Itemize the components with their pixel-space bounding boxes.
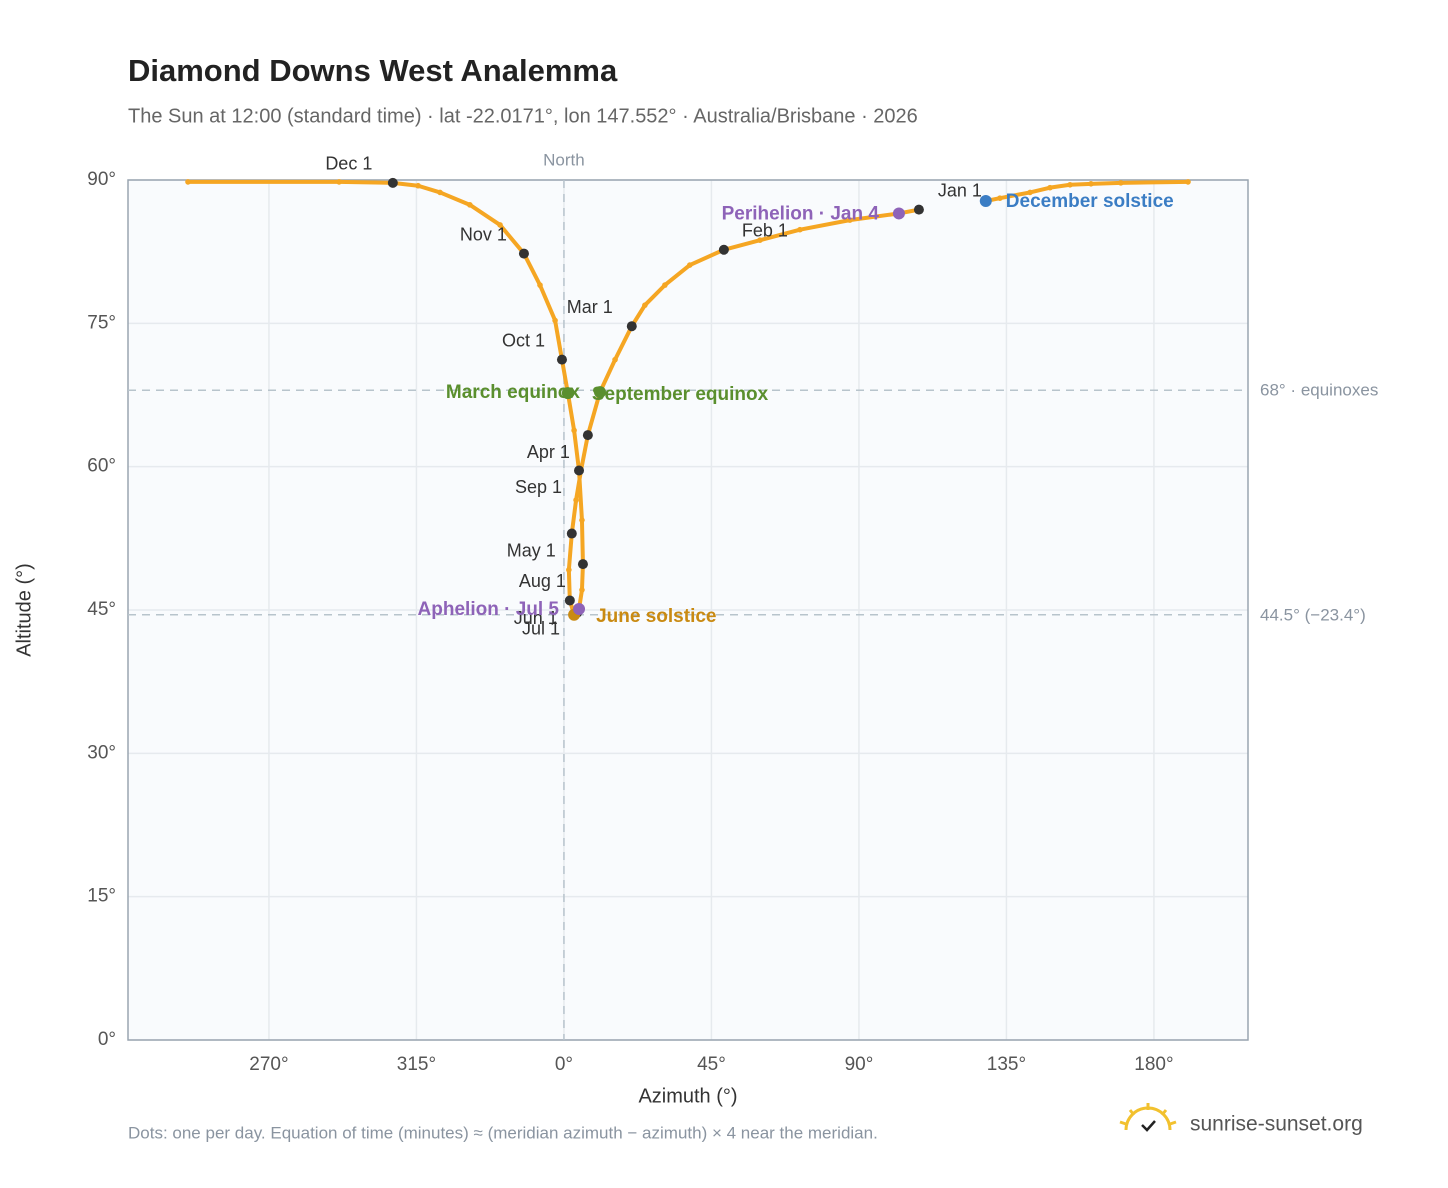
plot-border (127, 179, 1249, 1041)
month-dot (577, 559, 588, 570)
day-dot (612, 356, 618, 363)
day-dot (997, 195, 1003, 201)
x-tick-label: 0° (555, 1054, 573, 1075)
month-label: Oct 1 (502, 330, 545, 350)
x-tick-label: 90° (845, 1054, 874, 1075)
reference-label: 68° · equinoxes (1260, 381, 1378, 400)
chart-subtitle: The Sun at 12:00 (standard time) · lat -… (128, 105, 918, 127)
month-dot (387, 177, 398, 188)
reference-label: 44.5° (−23.4°) (1260, 605, 1366, 624)
day-dot (579, 517, 585, 523)
day-dot (1027, 189, 1033, 196)
y-axis-label: Altitude (°) (13, 563, 35, 657)
month-label: Jan 1 (938, 180, 982, 200)
month-label: Feb 1 (742, 221, 788, 241)
y-tick-label: 60° (87, 456, 116, 477)
x-tick-label: 315° (397, 1054, 436, 1075)
event-label: December solstice (1006, 191, 1174, 212)
month-dot (582, 430, 593, 441)
meridian-label: North (543, 150, 585, 169)
month-dot (564, 595, 575, 606)
y-tick-label: 15° (87, 886, 116, 907)
y-tick-label: 75° (87, 312, 116, 333)
month-label: May 1 (507, 540, 556, 560)
x-tick-label: 270° (249, 1054, 288, 1075)
day-dot (467, 202, 473, 208)
day-dot (571, 427, 577, 434)
day-dot (552, 317, 558, 324)
event-label: September equinox (592, 384, 769, 405)
day-dot (1088, 181, 1094, 187)
day-dot (797, 226, 803, 233)
day-dot (537, 282, 543, 288)
analemma-line (985, 179, 1189, 203)
day-dot (415, 182, 421, 189)
event-dot (892, 207, 905, 220)
x-tick-label: 180° (1134, 1054, 1173, 1075)
brand: sunrise-sunset.org (1190, 1113, 1363, 1136)
month-dot (913, 204, 924, 215)
day-dot (566, 567, 572, 573)
month-dot (718, 244, 729, 255)
day-dot (757, 237, 763, 243)
month-label: Jun 1 (514, 608, 558, 628)
day-dot (1185, 179, 1191, 185)
month-label: Jul 1 (522, 619, 560, 639)
y-tick-label: 45° (87, 599, 116, 620)
day-dot (185, 179, 191, 185)
month-dot (556, 354, 567, 365)
month-dot (518, 248, 529, 259)
y-tick-label: 30° (87, 742, 116, 763)
day-dot (1118, 180, 1124, 186)
month-label: Sep 1 (515, 477, 562, 497)
month-label: Mar 1 (567, 297, 613, 317)
x-tick-label: 135° (987, 1054, 1026, 1075)
month-dot (566, 528, 577, 539)
month-dot (574, 465, 585, 476)
day-dot (497, 222, 503, 228)
month-label: Aug 1 (519, 571, 566, 591)
day-dot (846, 217, 853, 223)
day-dot (1067, 181, 1073, 188)
event-dot (573, 603, 586, 616)
month-label: Nov 1 (460, 224, 507, 244)
event-label: June solstice (596, 606, 716, 627)
day-dot (687, 262, 693, 268)
y-tick-label: 0° (98, 1029, 116, 1050)
footnote: Dots: one per day. Equation of time (min… (128, 1123, 878, 1142)
y-tick-label: 90° (87, 169, 116, 190)
month-label: Dec 1 (325, 154, 372, 174)
event-label: Perihelion · Jan 4 (722, 203, 880, 224)
day-dot (437, 189, 443, 196)
brand-logo (1119, 1103, 1177, 1132)
month-label: Apr 1 (527, 442, 570, 462)
day-dot (642, 302, 648, 308)
x-axis-label: Azimuth (°) (638, 1085, 737, 1107)
day-dot (579, 587, 585, 593)
day-dot (336, 179, 342, 185)
event-dot (561, 387, 574, 400)
day-dot (1047, 184, 1053, 191)
x-tick-label: 45° (697, 1054, 726, 1075)
day-dot (573, 497, 579, 503)
event-dot (593, 386, 606, 399)
event-label: Aphelion · Jul 5 (418, 599, 560, 620)
event-label: March equinox (446, 382, 581, 403)
month-dot (626, 321, 637, 332)
day-dot (662, 282, 668, 288)
chart-title: Diamond Downs West Analemma (128, 53, 618, 88)
event-dot (979, 195, 992, 208)
